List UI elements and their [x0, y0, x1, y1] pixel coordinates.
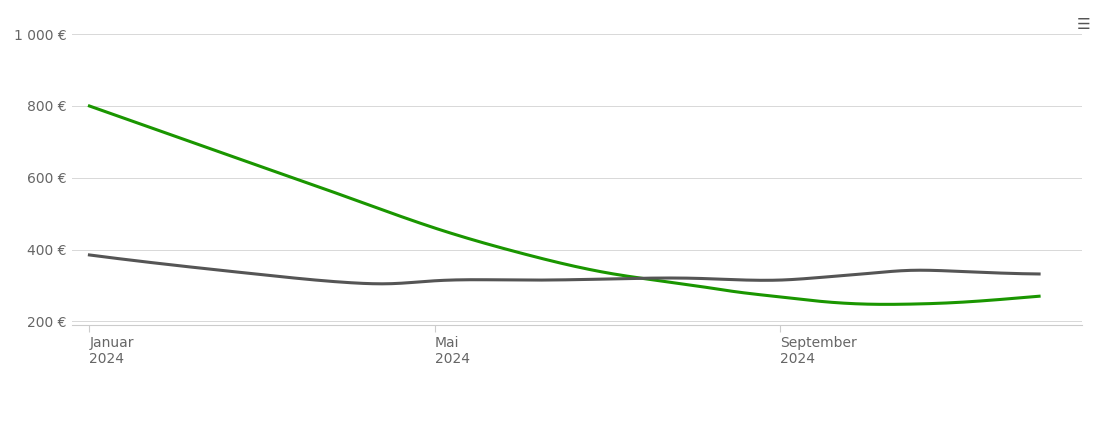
Text: ☰: ☰ — [1077, 17, 1090, 32]
